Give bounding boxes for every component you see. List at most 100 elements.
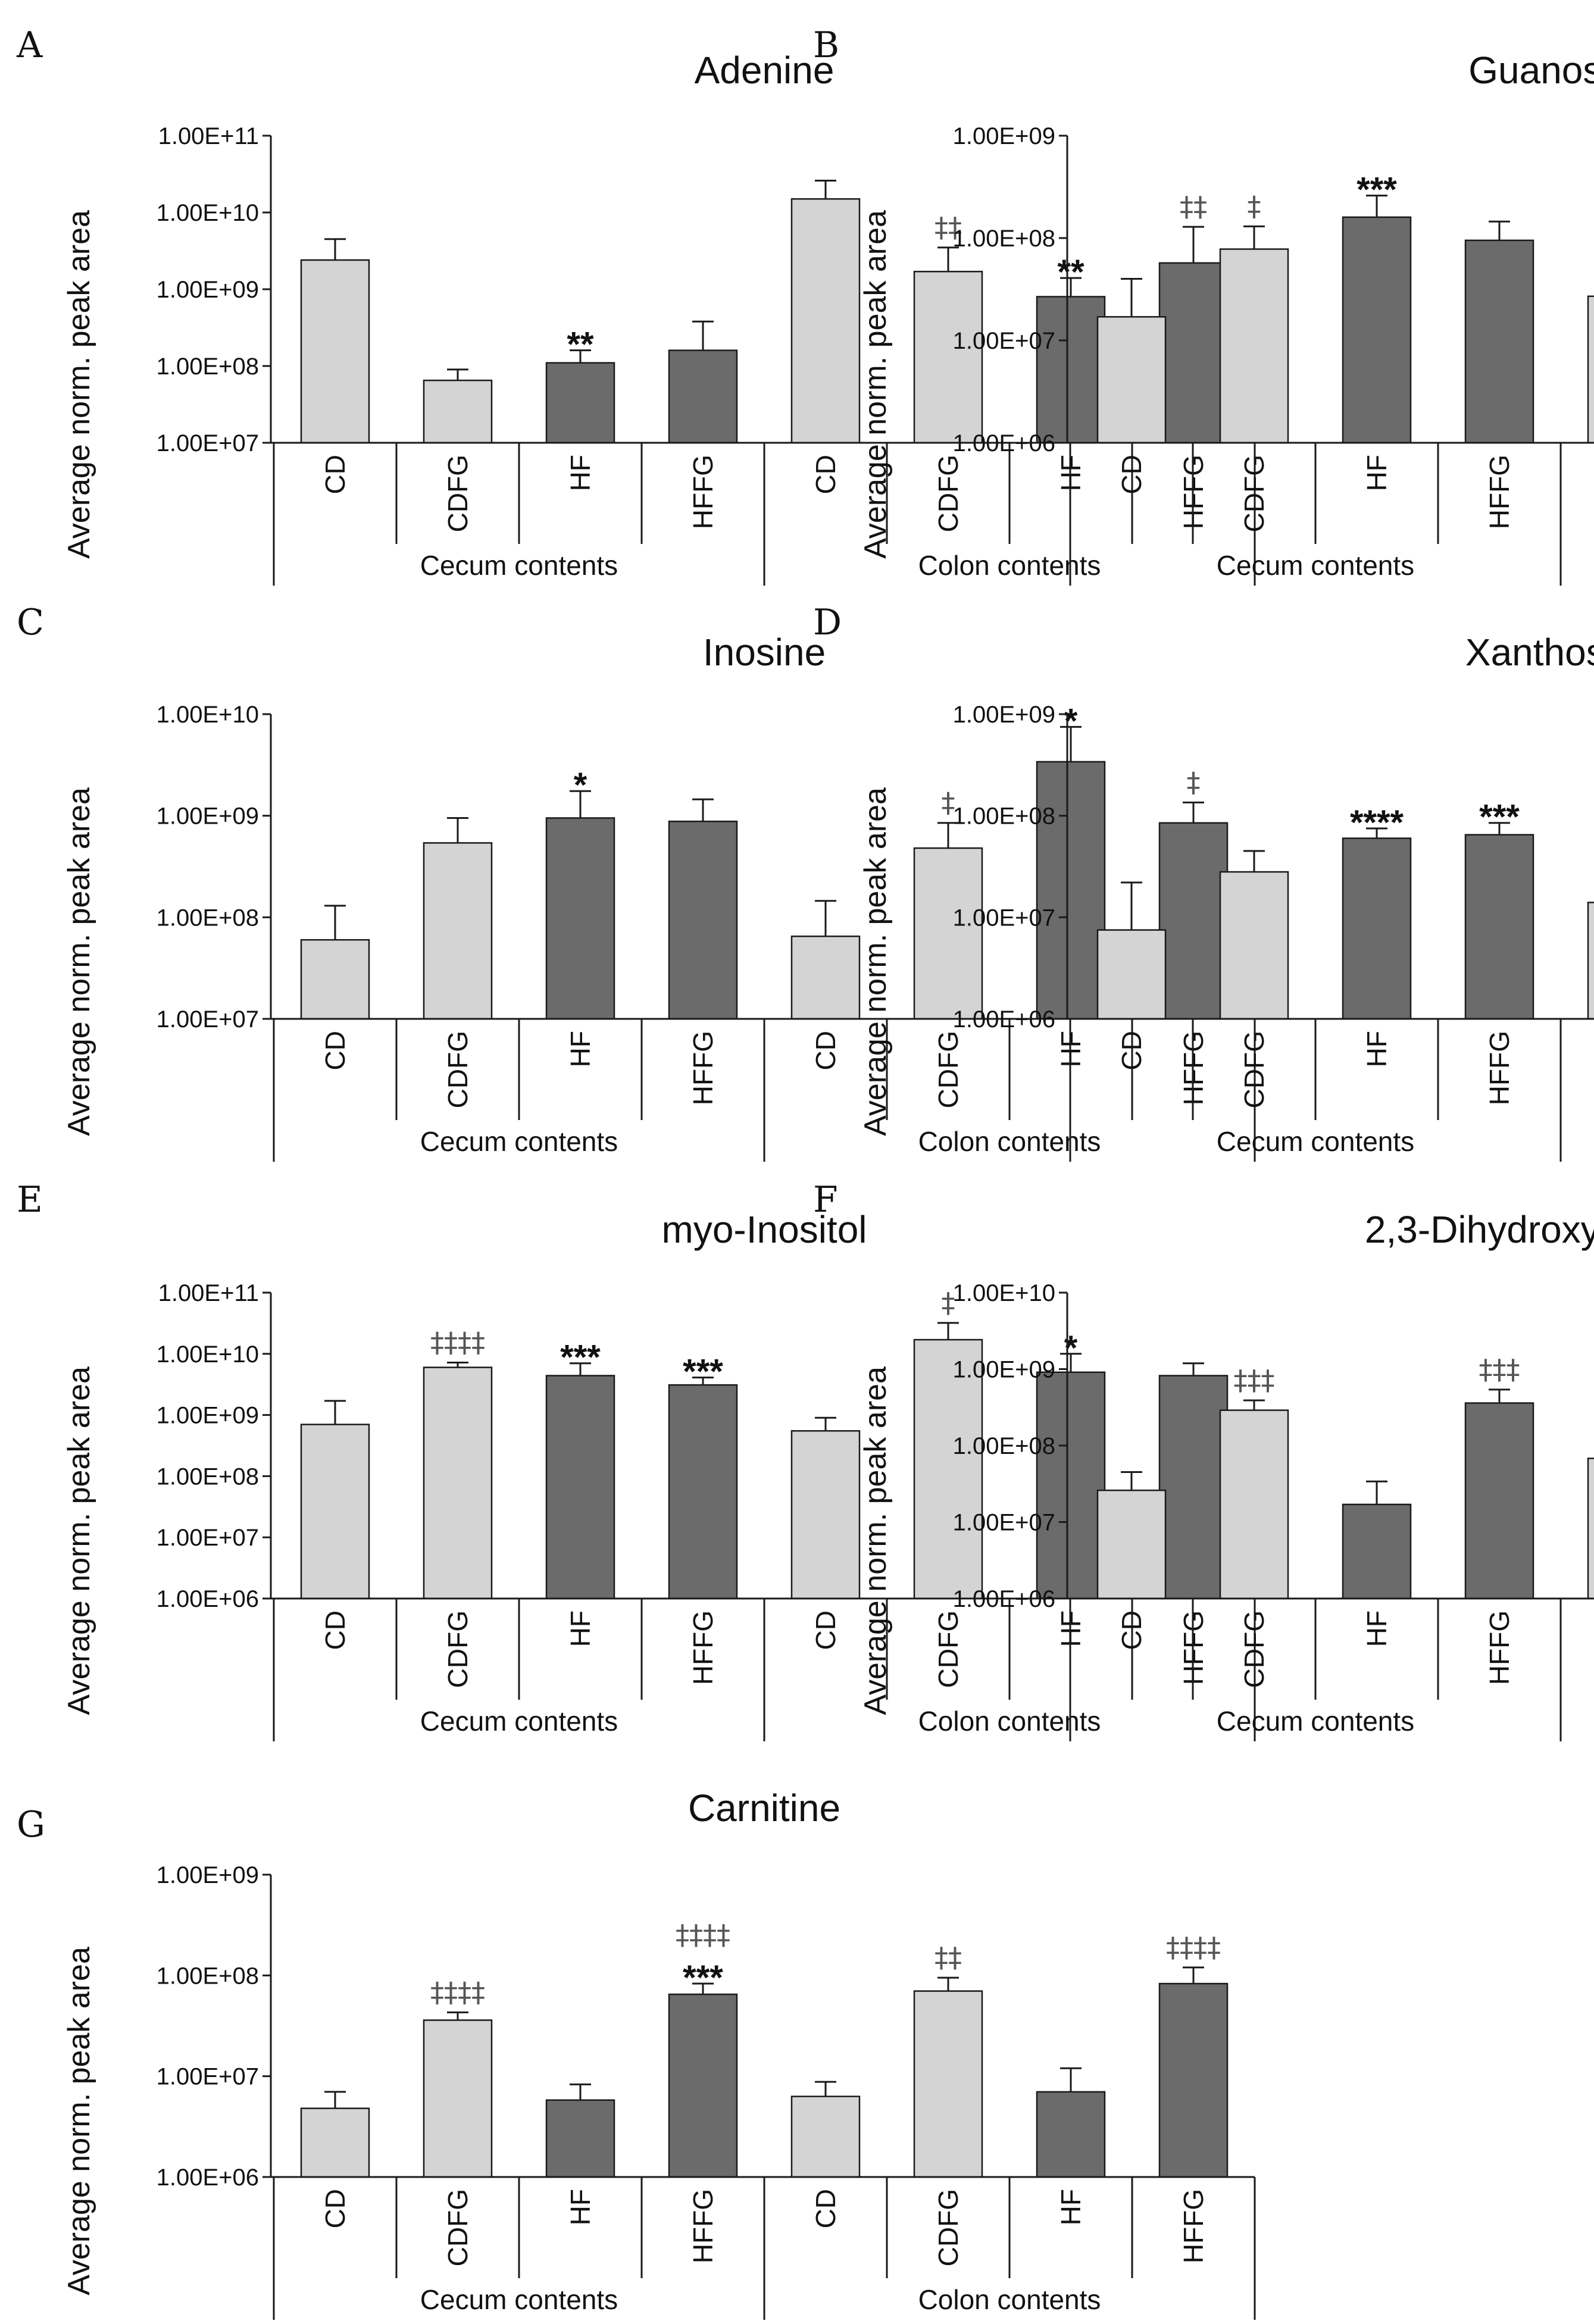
bar xyxy=(790,936,861,1020)
panel-letter: B xyxy=(813,24,839,66)
panel-b: B Guanosine Average norm. peak area 1.00E+0… xyxy=(813,24,1594,586)
significance-daggers: ‡‡ xyxy=(934,1941,962,1973)
x-category-label: CD xyxy=(810,1610,841,1650)
bar xyxy=(668,1993,738,2178)
bar xyxy=(545,1375,615,1600)
panel-c: C Inosine Average norm. peak area 1.00E+07 1… xyxy=(17,602,1256,1162)
x-group-label: Colon contents xyxy=(918,1706,1101,1737)
y-tick-label: 1.00E+10 xyxy=(157,1341,259,1368)
bar xyxy=(668,820,738,1020)
y-axis-label: Average norm. peak area xyxy=(62,1947,96,2295)
x-category-label: CD xyxy=(320,1610,351,1650)
bar xyxy=(790,198,861,444)
x-category-label: CD xyxy=(1116,1031,1147,1070)
y-tick-label: 1.00E+07 xyxy=(157,2064,259,2090)
x-category-label: CDFG xyxy=(933,2189,964,2266)
bar xyxy=(545,362,615,444)
y-tick-label: 1.00E+06 xyxy=(157,1586,259,1612)
x-category-label: CD xyxy=(320,2189,351,2228)
y-axis-label: Average norm. peak area xyxy=(62,1366,96,1715)
x-group-label: Cecum contents xyxy=(420,2284,618,2315)
x-category-label: HFFG xyxy=(687,1031,718,1105)
bar xyxy=(668,1384,738,1600)
y-tick-label: 1.00E+07 xyxy=(157,1525,259,1551)
y-tick-label: 1.00E+09 xyxy=(157,1403,259,1429)
bar xyxy=(1587,295,1594,444)
significance-daggers: ‡‡‡ xyxy=(1479,1353,1520,1385)
bar xyxy=(1464,834,1534,1020)
panel-letter: F xyxy=(813,1179,838,1221)
bar xyxy=(545,817,615,1020)
x-group-label: Cecum contents xyxy=(1217,1126,1414,1157)
x-category-label: HFFG xyxy=(1484,1031,1515,1105)
bar xyxy=(423,2019,493,2178)
significance-stars: * xyxy=(574,766,587,805)
x-category-label: HF xyxy=(1361,1031,1392,1067)
panel-letter: C xyxy=(17,602,44,643)
panel-letter: E xyxy=(17,1179,43,1221)
y-tick-label: 1.00E+08 xyxy=(157,1463,259,1490)
bar xyxy=(423,842,493,1020)
y-tick-label: 1.00E+10 xyxy=(157,200,259,226)
significance-stars: * xyxy=(1064,1329,1078,1368)
x-category-label: HF xyxy=(565,455,596,491)
bar xyxy=(1219,871,1289,1020)
x-group-label: Colon contents xyxy=(918,1126,1101,1157)
significance-daggers: ‡ xyxy=(942,1287,955,1319)
x-category-label: HF xyxy=(565,1031,596,1067)
x-category-label: HFFG xyxy=(1484,455,1515,529)
panel-letter: A xyxy=(16,24,43,66)
bar xyxy=(1219,248,1289,444)
x-category-label: CDFG xyxy=(442,1610,473,1688)
x-category-label: HFFG xyxy=(687,1610,718,1685)
x-category-label: CDFG xyxy=(442,2189,473,2266)
y-tick-label: 1.00E+07 xyxy=(157,430,259,456)
y-tick-label: 1.00E+08 xyxy=(953,1433,1055,1459)
chart-title: Guanosine xyxy=(1468,49,1594,92)
x-category-label: CDFG xyxy=(1239,1610,1270,1688)
significance-stars: *** xyxy=(683,1353,723,1391)
chart-title: Xanthosine xyxy=(1465,631,1594,674)
chart-title: Adenine xyxy=(695,49,834,92)
x-group-label: Cecum contents xyxy=(420,1126,618,1157)
y-tick-label: 1.00E+07 xyxy=(157,1006,259,1033)
y-tick-label: 1.00E+06 xyxy=(953,1586,1055,1612)
significance-stars: * xyxy=(1064,702,1078,740)
y-tick-label: 1.00E+08 xyxy=(157,354,259,380)
bar xyxy=(913,271,983,444)
y-tick-label: 1.00E+11 xyxy=(158,123,259,149)
y-axis-label: Average norm. peak area xyxy=(858,1366,893,1715)
y-tick-label: 1.00E+09 xyxy=(953,123,1055,149)
significance-daggers: ‡‡ xyxy=(934,211,962,243)
x-category-label: CD xyxy=(810,2189,841,2228)
x-category-label: CDFG xyxy=(1239,455,1270,532)
x-category-label: HF xyxy=(565,1610,596,1647)
bar xyxy=(1036,2091,1106,2178)
significance-daggers: ‡ xyxy=(942,787,955,819)
x-category-label: HF xyxy=(1055,2189,1086,2225)
significance-daggers: ‡‡‡‡ xyxy=(430,1976,485,2008)
y-tick-label: 1.00E+09 xyxy=(157,803,259,830)
significance-daggers: ‡‡‡‡ xyxy=(676,1919,730,1951)
x-category-label: CD xyxy=(320,1031,351,1070)
bar xyxy=(913,1338,983,1600)
x-group-label: Cecum contents xyxy=(1217,1706,1414,1737)
x-group-label: Cecum contents xyxy=(420,550,618,581)
y-axis-label: Average norm. peak area xyxy=(62,210,96,559)
x-category-label: CD xyxy=(1116,1610,1147,1650)
y-tick-label: 1.00E+09 xyxy=(953,1357,1055,1383)
bar xyxy=(1158,822,1229,1020)
y-tick-label: 1.00E+06 xyxy=(157,2165,259,2191)
x-category-label: CD xyxy=(320,455,351,494)
chart-title: Inosine xyxy=(703,631,826,674)
bar xyxy=(1219,1409,1289,1600)
chart-title: Carnitine xyxy=(688,1787,840,1829)
significance-daggers: ‡ xyxy=(1187,766,1201,798)
significance-stars: ** xyxy=(1057,253,1084,292)
y-tick-label: 1.00E+07 xyxy=(953,328,1055,354)
y-tick-label: 1.00E+08 xyxy=(157,905,259,931)
bar xyxy=(1096,1489,1167,1600)
bar xyxy=(668,349,738,444)
